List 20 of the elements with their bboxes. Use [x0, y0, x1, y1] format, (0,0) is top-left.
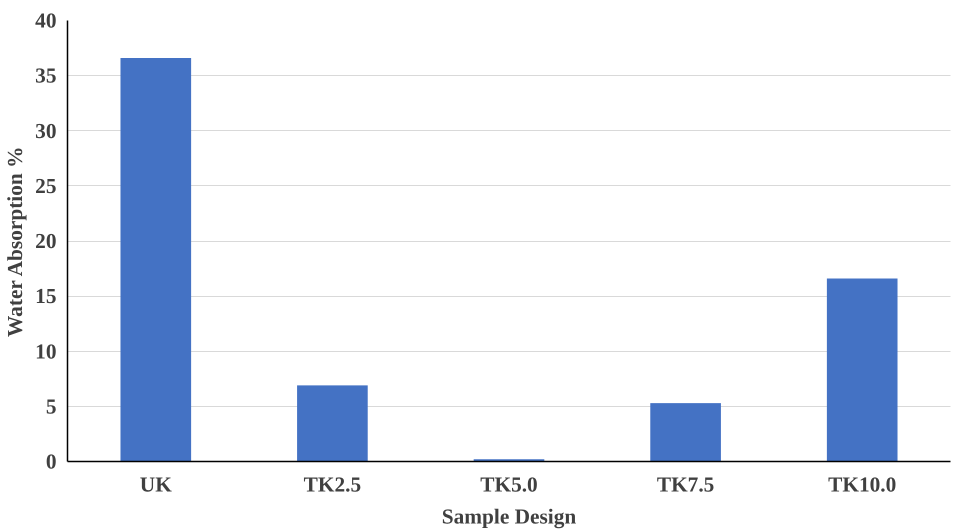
y-axis-title: Water Absorption % [3, 146, 28, 337]
y-tick-label: 20 [35, 229, 56, 253]
bar [120, 58, 192, 462]
x-axis-title: Sample Design [442, 504, 576, 528]
y-tick-label: 5 [46, 394, 57, 418]
x-tick-label: TK5.0 [480, 472, 538, 496]
y-tick-label: 10 [35, 339, 56, 364]
y-tick-label: 0 [46, 450, 57, 474]
y-tick-label: 15 [35, 284, 56, 308]
y-tick-label: 30 [35, 118, 56, 143]
x-tick-label: TK7.5 [656, 472, 714, 496]
y-tick-label: 25 [35, 174, 56, 198]
x-tick-label: UK [140, 472, 172, 496]
bar [826, 278, 898, 462]
bar [297, 385, 368, 462]
y-tick-label: 40 [35, 8, 56, 32]
bar [650, 403, 721, 462]
y-tick-label: 35 [35, 64, 56, 88]
x-tick-label: TK2.5 [304, 472, 362, 496]
x-tick-label: TK10.0 [828, 472, 896, 496]
